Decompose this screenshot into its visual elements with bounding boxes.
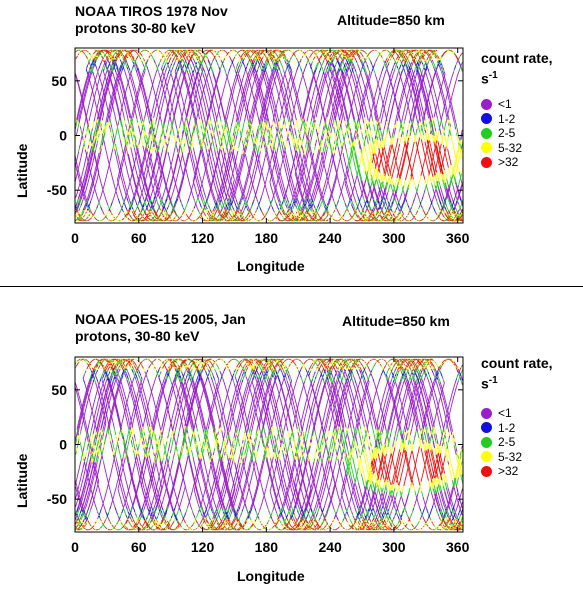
- title-line-2: protons, 30-80 keV: [75, 328, 246, 345]
- chart-panel-1: NOAA TIROS 1978 Nov protons 30-80 keV Al…: [0, 0, 583, 285]
- legend-label: <1: [498, 406, 512, 420]
- x-tick-label: 120: [191, 230, 215, 246]
- x-axis-label: Longitude: [237, 258, 305, 274]
- legend-item: 5-32: [481, 450, 522, 464]
- orbit-tracks: [75, 49, 463, 222]
- x-tick-label: 60: [131, 539, 147, 555]
- legend-title-line-1: count rate,: [481, 50, 553, 67]
- legend-unit: s: [481, 376, 489, 392]
- x-tick-label: 180: [255, 230, 279, 246]
- title-line-1: NOAA TIROS 1978 Nov: [75, 3, 228, 20]
- legend-unit-exponent: -1: [489, 375, 498, 386]
- legend-item: 2-5: [481, 126, 515, 140]
- legend-swatch: [481, 465, 492, 477]
- title-line-2: protons 30-80 keV: [75, 20, 228, 37]
- legend-swatch: [481, 156, 492, 168]
- legend-title: count rate, s-1: [481, 355, 553, 393]
- legend-swatch: [481, 98, 492, 110]
- chart-title: NOAA POES-15 2005, Jan protons, 30-80 ke…: [75, 311, 246, 345]
- x-tick-label: 360: [446, 539, 470, 555]
- x-tick-label: 300: [382, 230, 406, 246]
- legend-label: 5-32: [498, 141, 522, 155]
- legend-swatch: [481, 113, 492, 124]
- y-tick-label: -50: [47, 491, 67, 507]
- y-tick-label: 50: [51, 73, 67, 89]
- scatter-plot: 0 60 120 180 240 300 360 50 0 -50: [47, 47, 470, 246]
- chart-title: NOAA TIROS 1978 Nov protons 30-80 keV: [75, 3, 228, 37]
- legend-unit-exponent: -1: [489, 70, 498, 81]
- x-tick-label: 240: [318, 230, 342, 246]
- legend-label: >32: [498, 464, 518, 478]
- legend-item: 1-2: [481, 112, 515, 126]
- panel-divider: [0, 286, 583, 287]
- legend-title-line-2: s-1: [481, 372, 553, 393]
- altitude-label: Altitude=850 km: [342, 313, 450, 330]
- legend-swatch: [481, 422, 492, 433]
- legend-swatch: [481, 142, 492, 153]
- legend-item: <1: [481, 97, 512, 111]
- legend-item: <1: [481, 406, 512, 420]
- legend-item: >32: [481, 464, 518, 478]
- legend-label: 1-2: [498, 112, 515, 126]
- y-tick-label: -50: [47, 182, 67, 198]
- x-axis-label: Longitude: [237, 568, 305, 584]
- y-tick-label: 0: [59, 128, 67, 144]
- chart-panel-2: NOAA POES-15 2005, Jan protons, 30-80 ke…: [0, 300, 583, 610]
- y-axis-label: Latitude: [14, 454, 30, 508]
- legend-label: 2-5: [498, 126, 515, 140]
- legend-title-line-1: count rate,: [481, 355, 553, 372]
- legend-title: count rate, s-1: [481, 50, 553, 88]
- y-axis-label: Latitude: [14, 144, 30, 198]
- x-tick-label: 360: [446, 230, 470, 246]
- legend-swatch: [481, 436, 492, 448]
- y-tick-label: 50: [51, 382, 67, 398]
- legend-swatch: [481, 451, 492, 462]
- legend-label: <1: [498, 97, 512, 111]
- scatter-plot: 0 60 120 180 240 300 360 50 0 -50: [47, 356, 470, 555]
- legend-label: 1-2: [498, 421, 515, 435]
- legend-label: >32: [498, 155, 518, 169]
- legend-item: 1-2: [481, 421, 515, 435]
- legend-unit: s: [481, 71, 489, 87]
- x-tick-label: 0: [71, 230, 79, 246]
- legend-title-line-2: s-1: [481, 67, 553, 88]
- x-tick-label: 60: [131, 230, 147, 246]
- legend-item: 5-32: [481, 141, 522, 155]
- legend-swatch: [481, 127, 492, 139]
- legend-label: 2-5: [498, 435, 515, 449]
- x-tick-label: 120: [191, 539, 215, 555]
- x-tick-label: 240: [318, 539, 342, 555]
- x-tick-label: 300: [382, 539, 406, 555]
- x-tick-label: 0: [71, 539, 79, 555]
- x-tick-label: 180: [255, 539, 279, 555]
- legend-label: 5-32: [498, 450, 522, 464]
- title-line-1: NOAA POES-15 2005, Jan: [75, 311, 246, 328]
- altitude-label: Altitude=850 km: [337, 12, 445, 29]
- legend-item: >32: [481, 155, 518, 169]
- y-tick-label: 0: [59, 437, 67, 453]
- legend-item: 2-5: [481, 435, 515, 449]
- orbit-tracks: [75, 358, 463, 531]
- legend-swatch: [481, 407, 492, 419]
